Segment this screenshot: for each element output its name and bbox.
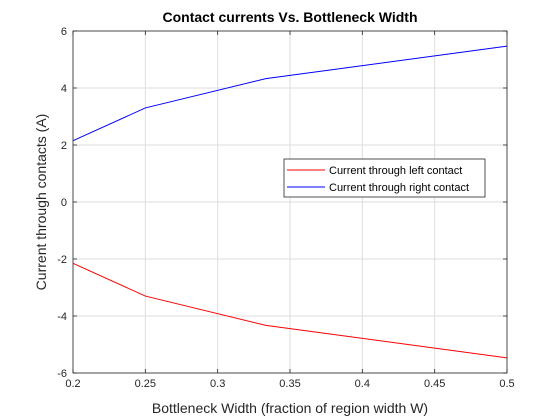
x-tick-label: 0.25 (135, 378, 156, 390)
y-axis-label: Current through contacts (A) (33, 114, 49, 291)
x-tick-label: 0.5 (499, 378, 514, 390)
x-tick-label: 0.4 (355, 378, 370, 390)
y-tick-label: 6 (61, 26, 67, 38)
y-tick-label: 0 (61, 197, 67, 209)
y-tick-label: -4 (57, 311, 67, 323)
x-axis-label: Bottleneck Width (fraction of region wid… (152, 400, 428, 416)
axis-ticks: 0.2 0.25 0.3 0.35 0.4 0.45 0.5 -6 -4 -2 0 2 4 6 (57, 26, 514, 390)
legend-box (283, 158, 486, 198)
x-tick-label: 0.35 (279, 378, 300, 390)
legend-label: Current through right contact (329, 182, 469, 194)
x-tick-label: 0.2 (65, 378, 80, 390)
chart-title: Contact currents Vs. Bottleneck Width (162, 9, 417, 25)
x-tick-label: 0.45 (424, 378, 445, 390)
legend: Current through left contact Current thro… (283, 158, 486, 198)
series-lines (72, 45, 508, 359)
y-tick-label: -6 (57, 368, 67, 380)
legend-label: Current through left contact (329, 165, 462, 177)
y-tick-label: -2 (57, 254, 67, 266)
y-tick-label: 2 (61, 140, 67, 152)
y-tick-label: 4 (61, 83, 67, 95)
series-line-right-contact (72, 45, 508, 142)
x-tick-label: 0.3 (210, 378, 225, 390)
series-line-left-contact (72, 262, 508, 359)
